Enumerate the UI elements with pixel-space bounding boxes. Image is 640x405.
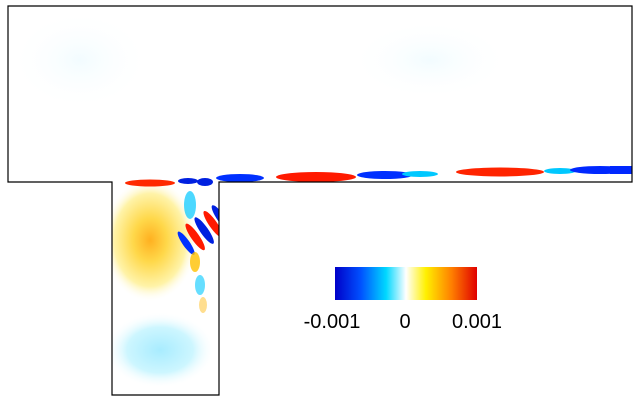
colorbar-min-label: -0.001 [303, 311, 361, 333]
domain-outline [7, 5, 633, 396]
positive-region [102, 178, 198, 302]
negative-region [105, 312, 215, 388]
wall-bands-outer [184, 191, 207, 313]
colorbar-max-label: 0.001 [451, 311, 503, 333]
field-contours [8, 6, 632, 395]
faint-region [10, 10, 150, 110]
shear-layer [125, 166, 632, 187]
colorbar [335, 267, 477, 300]
colorbar-mid-label: 0 [399, 311, 411, 333]
faint-region [350, 20, 510, 100]
